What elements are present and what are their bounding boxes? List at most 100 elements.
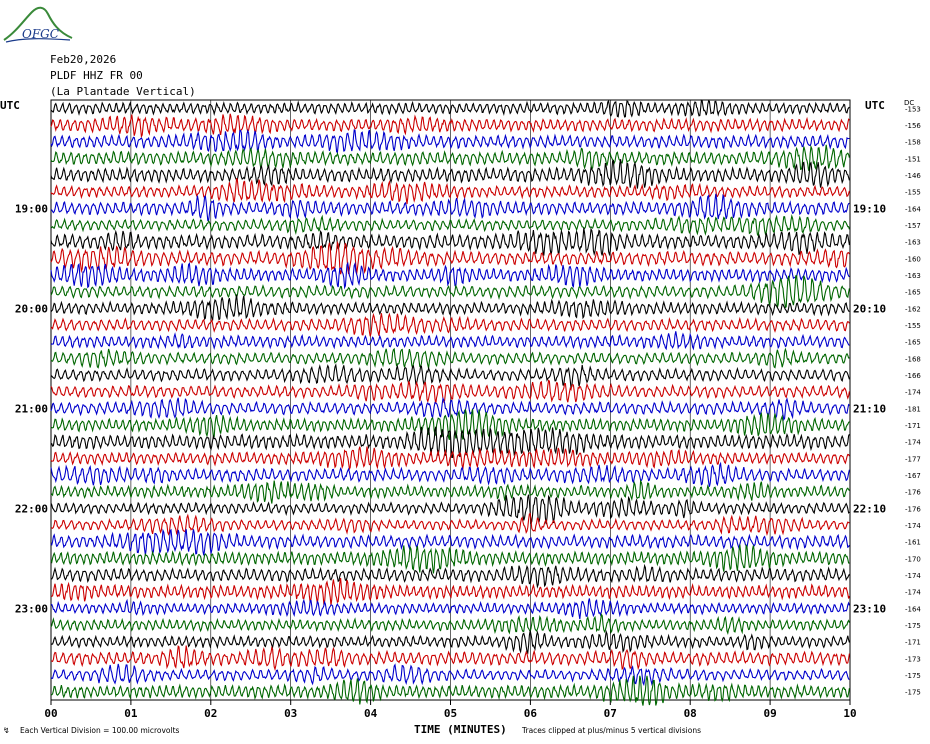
dc-offset-value: -174 <box>905 589 921 597</box>
trace-row-17 <box>50 379 850 404</box>
trace-row-4 <box>50 159 850 189</box>
dc-offset-value: -177 <box>905 455 921 463</box>
dc-offset-value: -155 <box>905 322 921 330</box>
dc-offset-value: -173 <box>905 655 921 663</box>
x-tick-label: 07 <box>604 707 617 720</box>
trace-row-23 <box>50 479 850 504</box>
x-tick-label: 01 <box>124 707 138 720</box>
dc-offset-value: -170 <box>905 555 921 563</box>
dc-offset-value: -162 <box>905 305 921 313</box>
trace-row-25 <box>50 512 850 537</box>
hour-label-right: 19:10 <box>853 202 886 215</box>
dc-offset-value: -171 <box>905 639 921 647</box>
dc-offset-value: -163 <box>905 239 921 247</box>
x-tick-label: 00 <box>44 707 57 720</box>
x-tick-label: 10 <box>843 707 856 720</box>
dc-offset-value: -165 <box>905 339 921 347</box>
trace-row-33 <box>51 645 850 672</box>
hour-label-left: 20:00 <box>15 302 48 315</box>
trace-row-8 <box>50 227 850 257</box>
dc-offset-value: -155 <box>905 189 921 197</box>
trace-row-28 <box>51 563 850 589</box>
date-label: Feb20,2026 <box>50 53 117 66</box>
dc-offset-value: -166 <box>905 372 921 380</box>
hour-label-left: 21:00 <box>15 402 48 415</box>
trace-row-16 <box>50 363 850 390</box>
trace-row-2 <box>50 129 850 154</box>
location-label: (La Plantade Vertical) <box>50 85 196 98</box>
x-axis-title: TIME (MINUTES) <box>414 723 507 736</box>
trace-row-14 <box>50 331 850 351</box>
trace-row-12 <box>50 294 850 321</box>
dc-offset-value: -158 <box>905 139 921 147</box>
trace-row-20 <box>50 426 850 459</box>
dc-offset-value: -163 <box>905 272 921 280</box>
trace-row-26 <box>50 528 850 556</box>
x-tick-label: 05 <box>444 707 457 720</box>
trace-row-35 <box>50 675 850 706</box>
dc-offset-value: -146 <box>905 172 921 180</box>
trace-row-19 <box>50 409 850 440</box>
dc-offset-value: -156 <box>905 122 921 130</box>
dc-offset-value: -151 <box>905 155 921 163</box>
x-tick-label: 08 <box>684 707 697 720</box>
trace-row-7 <box>50 213 850 238</box>
dc-offset-value: -165 <box>905 289 921 297</box>
hour-label-right: 22:10 <box>853 502 886 515</box>
dc-offset-value: -168 <box>905 355 921 363</box>
trace-row-6 <box>50 193 850 222</box>
dc-header: DC <box>904 99 914 107</box>
ofgc-logo: OFGC <box>2 2 74 44</box>
x-tick-label: 03 <box>284 707 297 720</box>
dc-offset-value: -181 <box>905 405 921 413</box>
utc-right-label: UTC <box>865 99 885 112</box>
dc-offset-value: -160 <box>905 255 921 263</box>
trace-row-32 <box>50 629 850 655</box>
hour-label-right: 20:10 <box>853 302 886 315</box>
trace-row-27 <box>50 544 850 574</box>
x-tick-label: 04 <box>364 707 378 720</box>
dc-offset-value: -174 <box>905 522 921 530</box>
hour-label-right: 21:10 <box>853 402 886 415</box>
trace-row-3 <box>50 144 850 171</box>
dc-offset-value: -176 <box>905 505 921 513</box>
trace-row-0 <box>50 99 850 118</box>
dc-offset-value: -174 <box>905 389 921 397</box>
dc-offset-value: -175 <box>905 622 921 630</box>
dc-offset-value: -174 <box>905 572 921 580</box>
dc-offset-value: -164 <box>905 205 921 213</box>
trace-row-13 <box>50 312 850 337</box>
dc-offset-value: -164 <box>905 605 921 613</box>
trace-row-21 <box>50 446 850 472</box>
trace-row-31 <box>50 613 850 636</box>
dc-offset-value: -171 <box>905 422 921 430</box>
dc-offset-value: -174 <box>905 439 921 447</box>
hour-label-right: 23:10 <box>853 602 886 615</box>
hour-label-left: 19:00 <box>15 202 48 215</box>
x-tick-label: 06 <box>524 707 538 720</box>
trace-row-9 <box>50 240 850 275</box>
dc-offset-value: -176 <box>905 489 921 497</box>
x-tick-label: 09 <box>763 707 776 720</box>
clip-note: Traces clipped at plus/minus 5 vertical … <box>521 726 701 735</box>
hour-label-left: 22:00 <box>15 502 48 515</box>
trace-row-34 <box>50 663 850 687</box>
trace-row-29 <box>50 578 850 606</box>
dc-offset-value: -175 <box>905 672 921 680</box>
trace-row-15 <box>50 347 850 369</box>
svg-text:OFGC: OFGC <box>22 27 59 41</box>
utc-left-label: UTC <box>0 99 20 112</box>
dc-offset-value: -175 <box>905 689 921 697</box>
dc-offset-value: -157 <box>905 222 921 230</box>
trace-row-30 <box>50 598 850 620</box>
dc-offset-value: -161 <box>905 539 921 547</box>
station-label: PLDF HHZ FR 00 <box>50 69 143 82</box>
dc-offset-value: -167 <box>905 472 921 480</box>
trace-row-18 <box>50 396 850 421</box>
hour-label-left: 23:00 <box>15 602 48 615</box>
corner-mark: ↯ <box>3 726 10 735</box>
trace-row-24 <box>50 494 850 525</box>
trace-row-1 <box>50 113 850 139</box>
scale-note: Each Vertical Division = 100.00 microvol… <box>20 726 180 735</box>
